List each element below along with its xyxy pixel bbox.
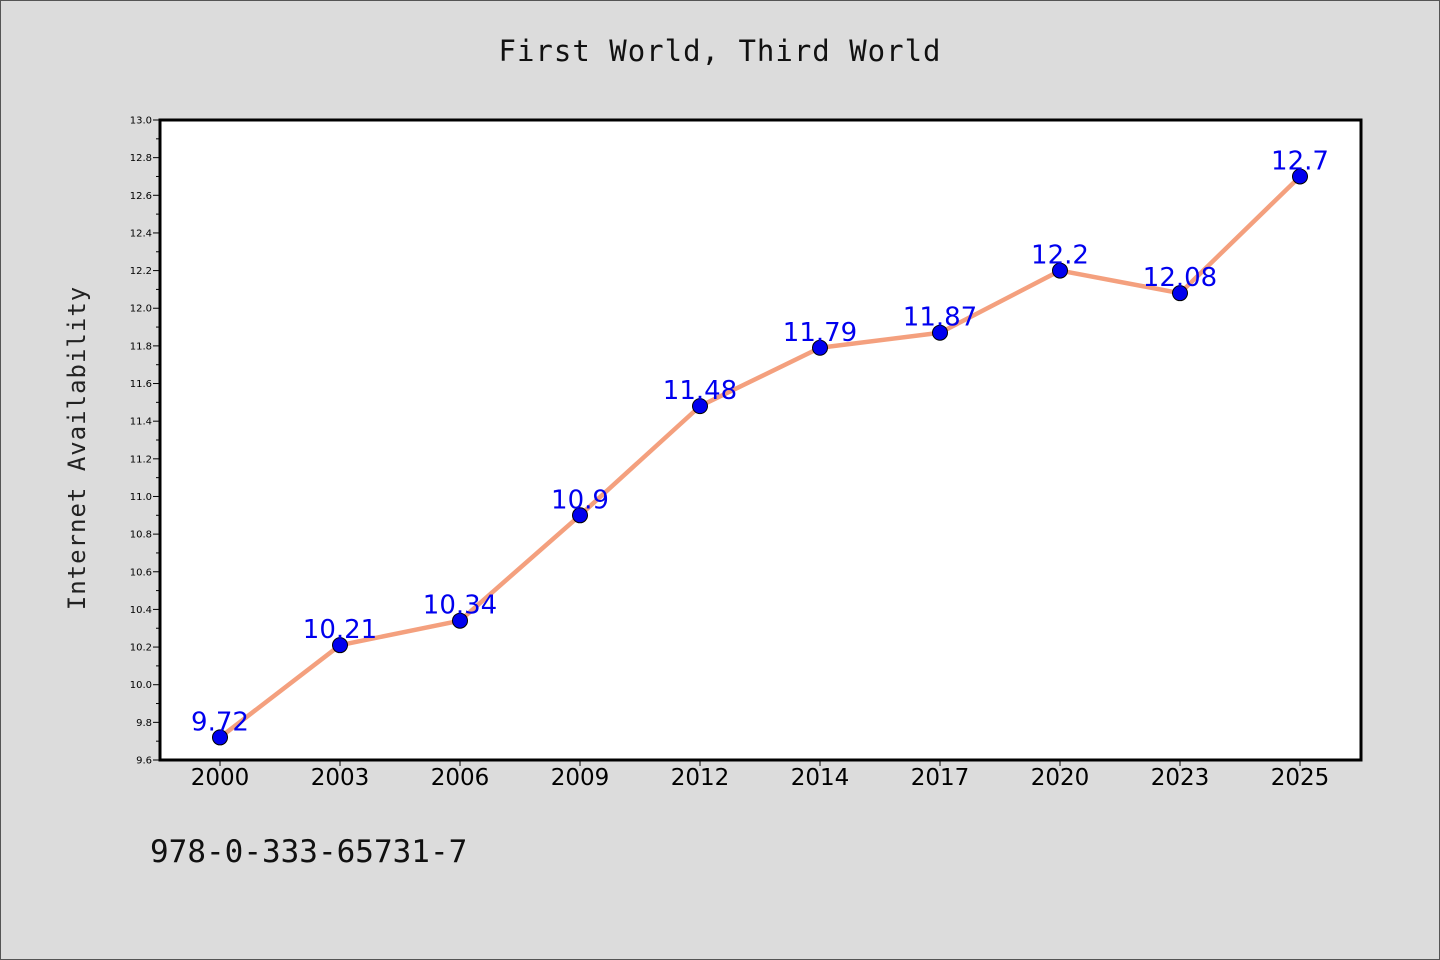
data-label: 9.72: [191, 707, 249, 737]
x-tick-label: 2000: [191, 765, 250, 791]
data-label: 12.2: [1031, 241, 1089, 271]
data-point: [572, 507, 588, 524]
data-label: 11.87: [903, 303, 977, 333]
x-tick-label: 2025: [1271, 765, 1330, 791]
data-point: [212, 729, 228, 746]
x-tick-label: 2003: [311, 765, 370, 791]
x-tick-label: 2012: [671, 765, 730, 791]
y-tick-label: 11.2: [130, 454, 152, 465]
y-tick-label: 9.6: [136, 756, 152, 767]
data-label: 11.48: [663, 376, 737, 406]
data-label: 12.08: [1143, 263, 1217, 293]
x-tick-label: 2014: [791, 765, 850, 791]
data-point: [332, 637, 348, 654]
isbn-code: 978-0-333-65731-7: [150, 834, 468, 870]
x-tick-label: 2017: [911, 765, 970, 791]
y-tick-label: 12.2: [130, 266, 152, 277]
y-tick-label: 12.6: [130, 191, 152, 202]
series-line: [217, 174, 1303, 740]
series-group: 9.72 10.21 10.34 10.9 11.48 11.79 11.87 12.2 12.…: [191, 146, 1329, 746]
x-tick-label: 2023: [1151, 765, 1210, 791]
x-tick-label: 2009: [551, 765, 610, 791]
x-axis: 2000 2003 2006 2009 2012 2014 2017 2020 2023 2025: [191, 760, 1330, 791]
y-tick-label: 10.6: [130, 567, 152, 578]
y-tick-label: 9.8: [136, 718, 152, 729]
y-tick-label: 10.0: [130, 680, 152, 691]
data-label: 10.9: [551, 485, 609, 515]
y-tick-label: 10.4: [130, 605, 152, 616]
data-label: 10.34: [423, 591, 497, 621]
chart-title: First World, Third World: [498, 34, 942, 68]
y-tick-label: 10.8: [130, 530, 152, 541]
y-axis-label: Internet Availability: [63, 286, 91, 610]
y-tick-label: 11.0: [130, 492, 152, 503]
y-tick-label: 12.0: [130, 304, 152, 315]
data-label: 12.7: [1271, 146, 1329, 176]
y-tick-label: 13.0: [130, 116, 152, 127]
data-point: [812, 339, 828, 356]
data-point: [1292, 168, 1308, 185]
data-point: [1172, 285, 1188, 302]
plot-area: [158, 118, 1363, 762]
x-tick-label: 2006: [431, 765, 490, 791]
data-point: [1052, 262, 1068, 279]
data-label: 10.21: [303, 615, 377, 645]
y-tick-label: 10.2: [130, 643, 152, 654]
y-tick-label: 12.4: [130, 228, 152, 239]
x-tick-label: 2020: [1031, 765, 1090, 791]
data-point: [932, 324, 948, 341]
data-point: [692, 398, 708, 415]
data-label: 11.79: [783, 318, 857, 348]
y-tick-label: 12.8: [130, 153, 152, 164]
y-tick-label: 11.8: [130, 341, 152, 352]
y-axis: 9.6 9.8 10.0 10.2 10.4 10.6 10.8 11.0 11.2 11.4 11…: [130, 116, 160, 767]
y-tick-label: 11.6: [130, 379, 152, 390]
data-point: [452, 612, 468, 629]
y-tick-label: 11.4: [130, 417, 152, 428]
